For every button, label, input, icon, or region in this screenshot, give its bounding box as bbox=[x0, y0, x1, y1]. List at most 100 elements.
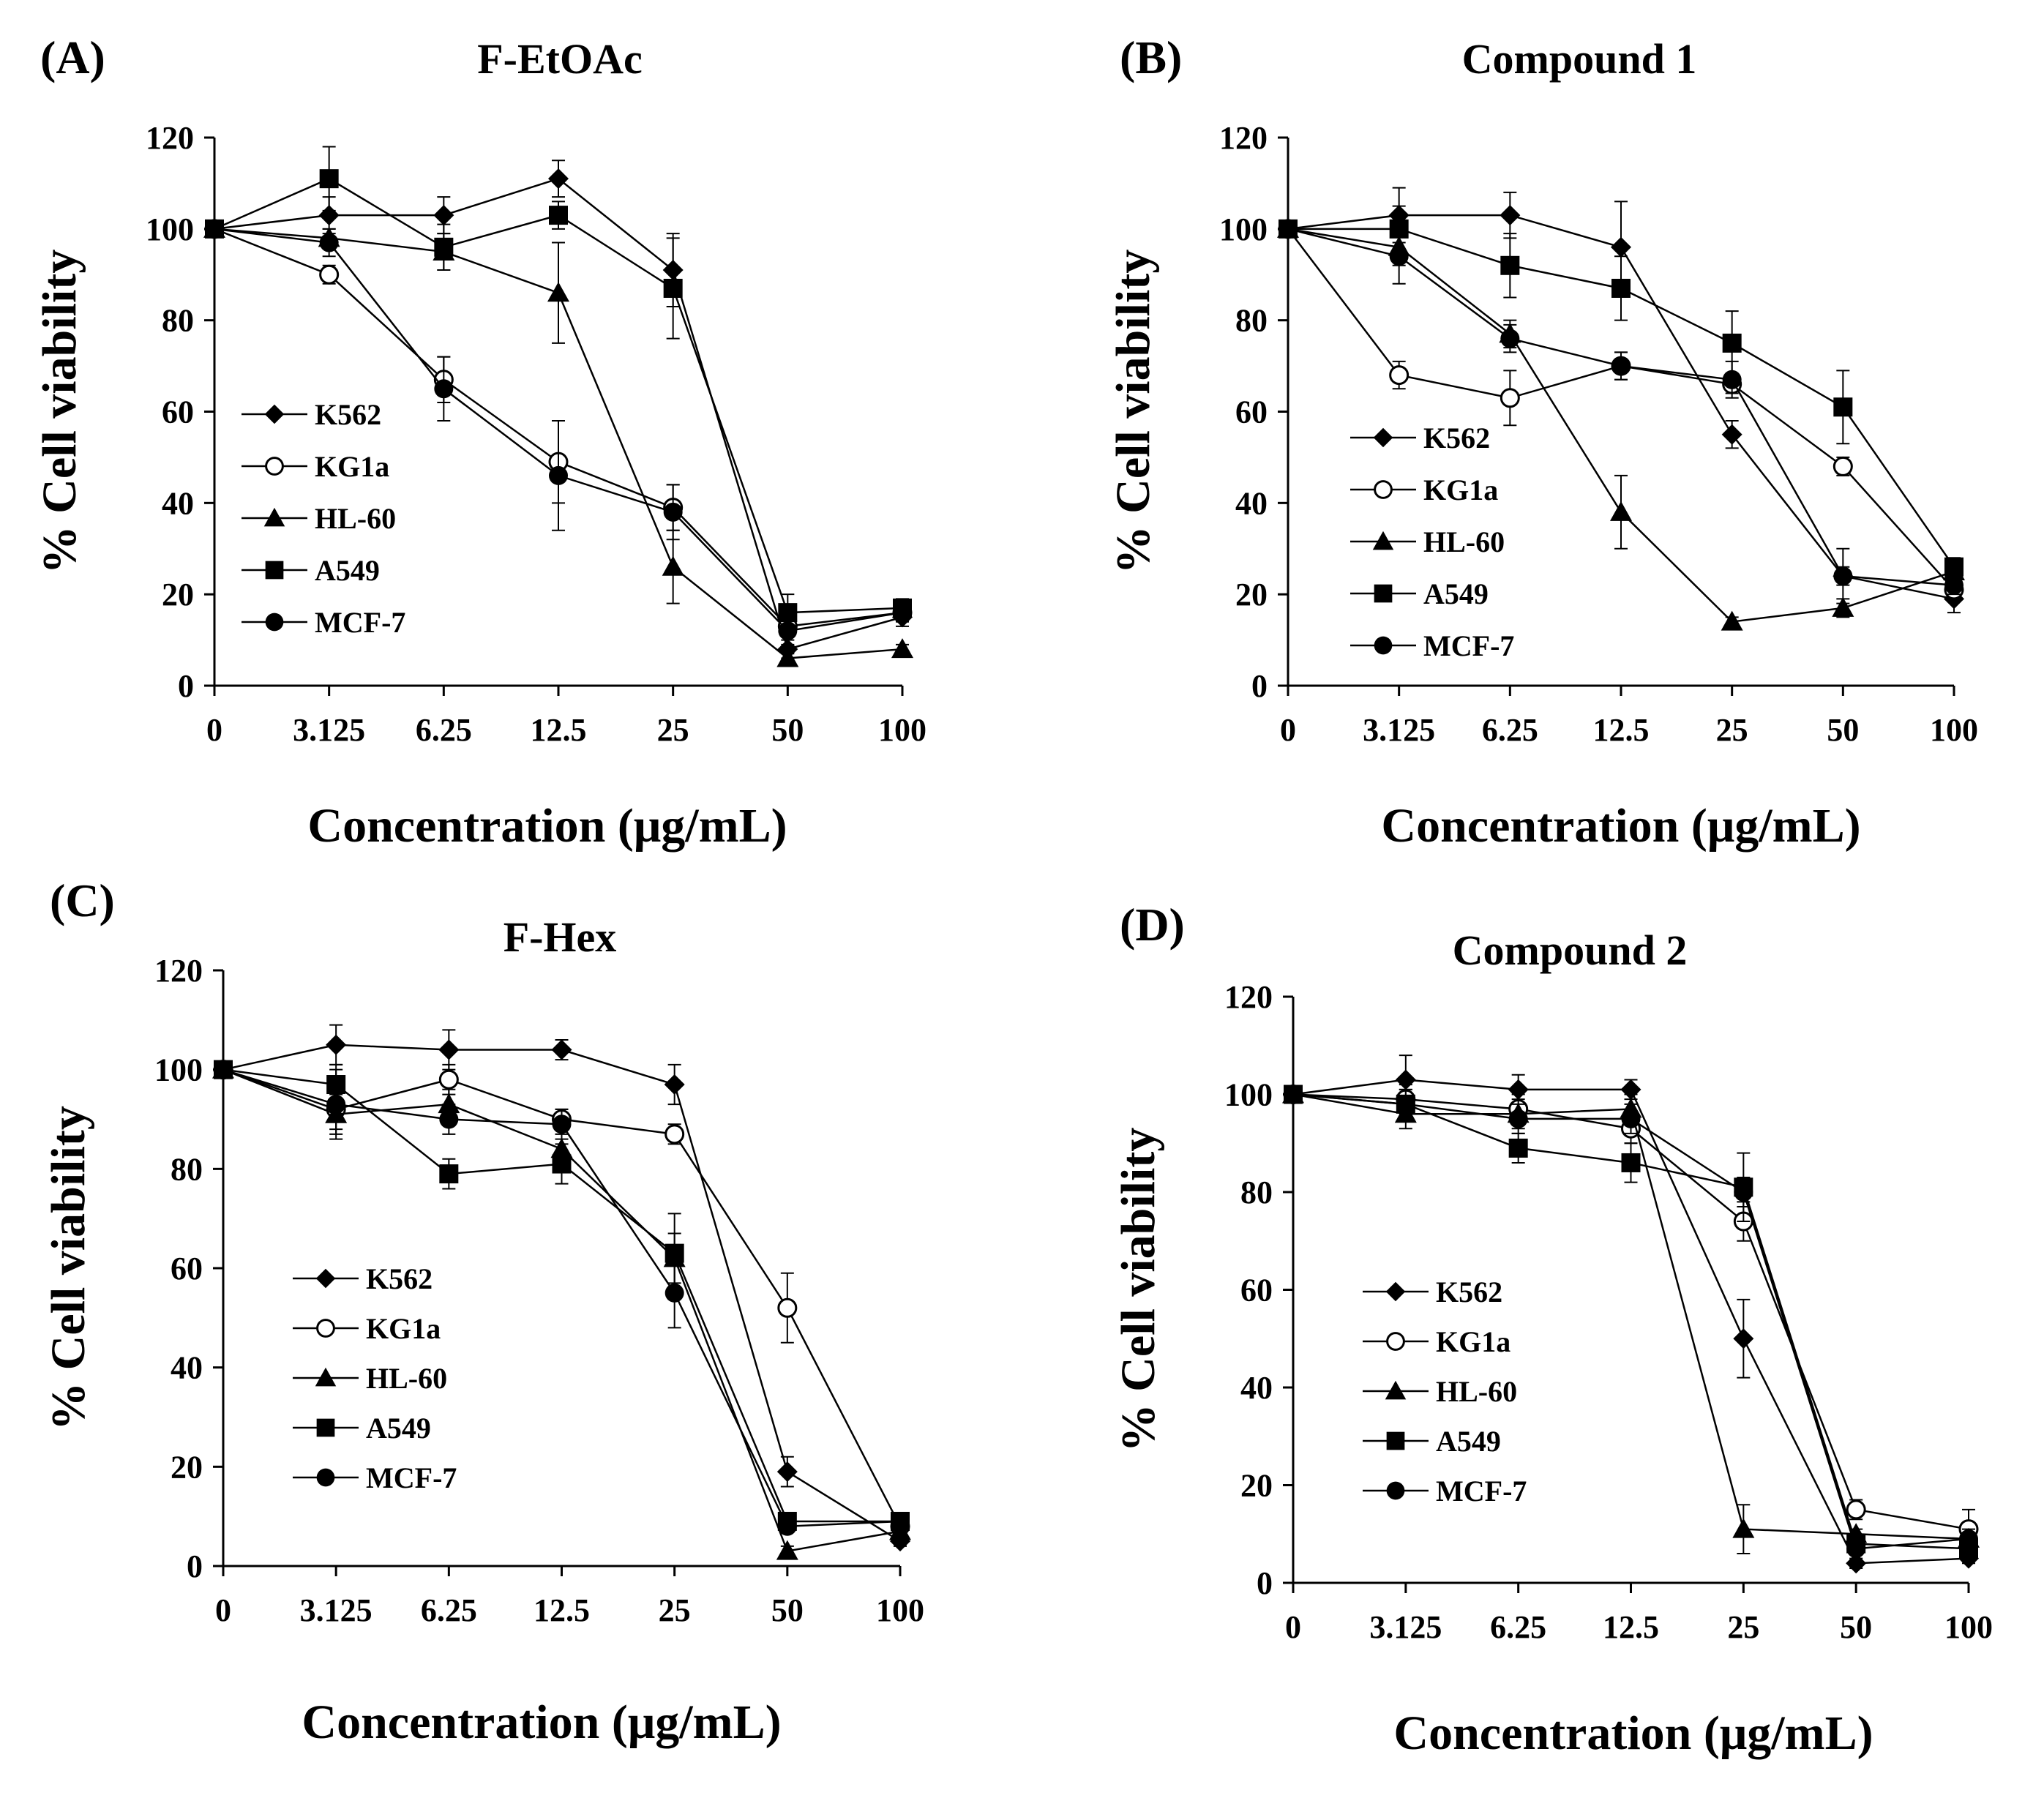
data-point bbox=[326, 1034, 347, 1055]
data-point bbox=[776, 1540, 798, 1560]
legend-label: K562 bbox=[315, 398, 381, 431]
data-point bbox=[1500, 205, 1521, 226]
data-point bbox=[434, 237, 454, 257]
legend-label: K562 bbox=[1436, 1276, 1502, 1308]
x-tick-label: 100 bbox=[876, 1592, 924, 1628]
legend-label: KG1a bbox=[366, 1312, 441, 1345]
data-point bbox=[1508, 1109, 1528, 1128]
y-tick-label: 0 bbox=[178, 668, 194, 704]
data-point bbox=[1833, 456, 1853, 476]
panel-letter: (C) bbox=[50, 874, 115, 926]
data-point bbox=[1944, 557, 1963, 577]
data-point bbox=[1508, 1138, 1528, 1158]
chart-panel-3: (C) F-Hex 0 20 40 60 80 100 120 0 3.125 6.25 12.5 25 5… bbox=[42, 874, 924, 1749]
legend-label: KG1a bbox=[1423, 473, 1498, 506]
panel-letter: (A) bbox=[40, 31, 105, 83]
y-tick-label: 20 bbox=[162, 577, 194, 613]
y-tick-label: 100 bbox=[1224, 1077, 1273, 1113]
data-point bbox=[1833, 566, 1853, 586]
data-point bbox=[1846, 1499, 1866, 1520]
chart-panel-1: (A) F-EtOAc 0 20 40 60 80 100 120 0 3.125 6.25 12.5 2… bbox=[33, 31, 926, 853]
data-point bbox=[548, 168, 569, 190]
panel-letter: (D) bbox=[1120, 899, 1185, 951]
x-tick-label: 0 bbox=[1280, 712, 1296, 748]
data-point bbox=[1389, 247, 1409, 266]
x-tick-label: 3.125 bbox=[1369, 1609, 1442, 1645]
data-point bbox=[319, 233, 339, 252]
data-point bbox=[891, 638, 913, 659]
x-tick-label: 0 bbox=[1285, 1609, 1301, 1645]
data-point bbox=[1833, 397, 1853, 417]
data-point bbox=[552, 1154, 572, 1174]
x-tick-label: 12.5 bbox=[1593, 712, 1650, 748]
data-point bbox=[1500, 388, 1520, 408]
data-point bbox=[662, 555, 684, 576]
data-point bbox=[433, 205, 454, 226]
legend: K562 KG1a HL-60 A549 MCF-7 bbox=[293, 1262, 457, 1494]
series-mcf-7 bbox=[205, 219, 912, 645]
x-tick-label: 50 bbox=[1827, 712, 1859, 748]
data-point bbox=[777, 1297, 798, 1318]
data-point bbox=[439, 1109, 459, 1129]
legend-marker-filled-circle bbox=[1374, 636, 1393, 655]
panel-letter: (B) bbox=[1120, 31, 1182, 83]
data-point bbox=[1944, 575, 1963, 595]
data-point bbox=[319, 264, 340, 285]
legend-marker-diamond bbox=[315, 1268, 336, 1289]
data-point bbox=[1721, 424, 1742, 445]
legend-label: KG1a bbox=[315, 450, 389, 483]
legend-marker-square bbox=[1386, 1431, 1405, 1450]
data-point bbox=[547, 282, 569, 302]
data-point bbox=[319, 169, 339, 189]
x-axis-label: Concentration (μg/mL) bbox=[1393, 1707, 1873, 1760]
y-tick-label: 20 bbox=[1235, 577, 1268, 613]
legend-label: MCF-7 bbox=[1436, 1475, 1527, 1507]
data-point bbox=[1621, 1109, 1641, 1128]
data-point bbox=[1284, 1085, 1303, 1104]
legend: K562 KG1a HL-60 A549 MCF-7 bbox=[1350, 422, 1514, 662]
x-tick-label: 3.125 bbox=[300, 1592, 373, 1628]
y-tick-label: 20 bbox=[171, 1449, 203, 1485]
data-point bbox=[1732, 1518, 1755, 1538]
series-mcf-7 bbox=[214, 1060, 910, 1536]
data-point bbox=[1611, 356, 1631, 376]
y-tick-label: 60 bbox=[1235, 394, 1268, 430]
data-point bbox=[663, 502, 683, 522]
data-point bbox=[1621, 1153, 1641, 1172]
data-point bbox=[776, 1461, 798, 1483]
y-tick-label: 40 bbox=[171, 1350, 203, 1386]
legend-label: A549 bbox=[1423, 577, 1489, 610]
y-tick-label: 100 bbox=[154, 1052, 203, 1088]
series-mcf-7 bbox=[1279, 219, 1963, 604]
y-tick-label: 120 bbox=[1224, 979, 1273, 1015]
legend-label: K562 bbox=[1423, 422, 1490, 454]
x-tick-label: 12.5 bbox=[1603, 1609, 1659, 1645]
legend-label: HL-60 bbox=[1423, 525, 1505, 558]
y-tick-label: 60 bbox=[1240, 1273, 1273, 1308]
y-tick-label: 80 bbox=[1235, 303, 1268, 339]
y-tick-label: 60 bbox=[171, 1251, 203, 1286]
legend-marker-triangle bbox=[1372, 531, 1394, 550]
data-point bbox=[665, 1283, 684, 1303]
chart-panel-2: (B) Compound 1 0 20 40 60 80 100 120 0 3.125 6.25 12… bbox=[1107, 31, 1978, 853]
data-point bbox=[438, 1039, 460, 1060]
y-tick-label: 0 bbox=[1251, 668, 1268, 704]
series-mcf-7 bbox=[1284, 1085, 1978, 1559]
x-tick-label: 50 bbox=[1840, 1609, 1872, 1645]
data-point bbox=[1832, 596, 1854, 617]
legend-marker-open-circle bbox=[1374, 480, 1393, 499]
legend-label: A549 bbox=[366, 1412, 431, 1445]
data-point bbox=[664, 1074, 685, 1095]
data-point bbox=[1279, 219, 1298, 239]
legend-marker-open-circle bbox=[316, 1319, 335, 1338]
legend-marker-filled-circle bbox=[265, 613, 284, 632]
data-point bbox=[1734, 1183, 1753, 1202]
data-point bbox=[1722, 370, 1742, 389]
x-tick-label: 3.125 bbox=[293, 712, 365, 748]
chart-panel-4: (D) Compound 2 0 20 40 60 80 100 120 0 3.125 6.25 12… bbox=[1112, 899, 1993, 1760]
x-tick-label: 0 bbox=[215, 1592, 231, 1628]
y-tick-label: 80 bbox=[1240, 1175, 1273, 1210]
y-tick-label: 0 bbox=[1257, 1565, 1273, 1601]
data-point bbox=[549, 206, 568, 225]
data-point bbox=[777, 1516, 797, 1536]
